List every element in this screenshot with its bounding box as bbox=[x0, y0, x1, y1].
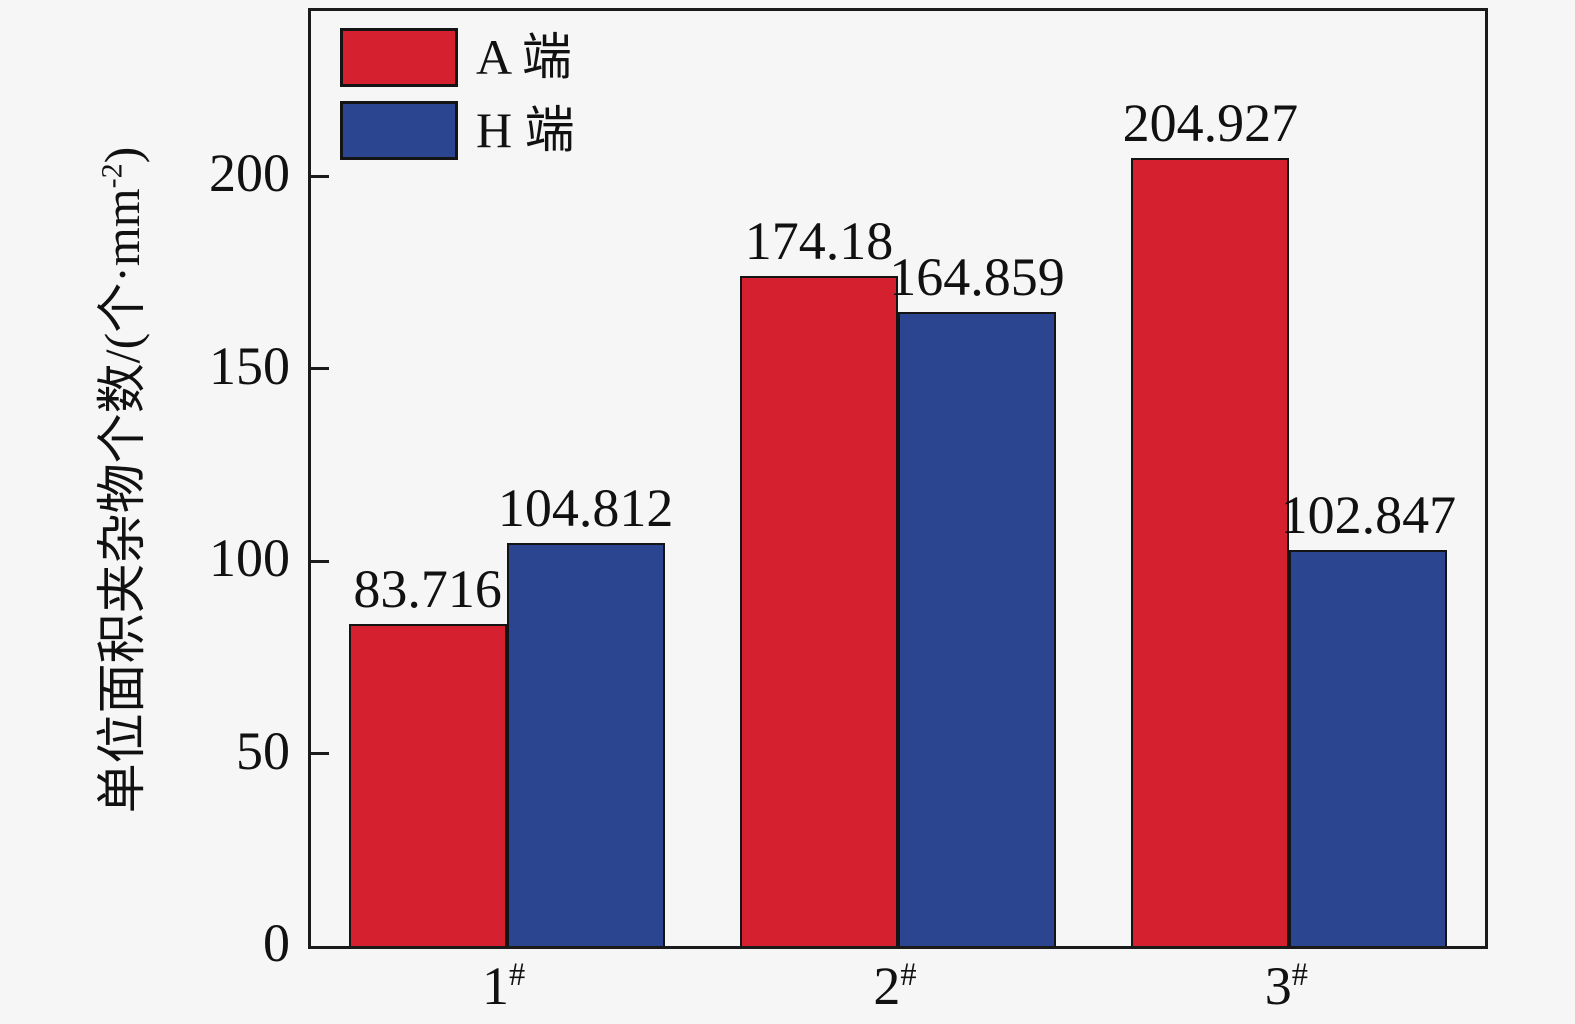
x-tick-label: 1# bbox=[482, 959, 525, 1013]
x-tick-label-base: 2 bbox=[873, 956, 901, 1016]
bar-value-label: 102.847 bbox=[1280, 485, 1457, 546]
x-tick-label-superscript: # bbox=[509, 957, 526, 993]
y-tick-mark bbox=[311, 367, 329, 371]
bar-A 端-2# bbox=[740, 275, 898, 946]
y-tick-mark bbox=[311, 559, 329, 563]
x-tick-label: 2# bbox=[873, 959, 916, 1013]
x-tick-label-base: 1 bbox=[482, 956, 510, 1016]
bar-value-label: 204.927 bbox=[1122, 92, 1299, 153]
legend-swatch-icon bbox=[340, 28, 458, 87]
bar-H 端-3# bbox=[1289, 550, 1448, 946]
x-tick-label-superscript: # bbox=[1291, 957, 1308, 993]
y-axis-label-main: 单位面积夹杂物个数/(个·mm bbox=[94, 188, 150, 814]
legend-swatch-icon bbox=[340, 101, 458, 160]
y-tick-mark bbox=[311, 752, 329, 756]
bar-value-label: 104.812 bbox=[497, 477, 674, 538]
bar-value-label: 174.18 bbox=[744, 210, 894, 271]
plot-area: 83.716 104.812 174.18 164.859 204.927 102.847… bbox=[308, 8, 1488, 949]
legend-label: A 端 bbox=[476, 28, 572, 85]
bar-H 端-2# bbox=[898, 311, 1056, 946]
bar-A 端-3# bbox=[1131, 157, 1290, 946]
legend-label: H 端 bbox=[476, 101, 575, 158]
y-axis-label: 单位面积夹杂物个数/(个·mm-2) bbox=[94, 147, 150, 814]
x-tick-label: 3# bbox=[1265, 959, 1308, 1013]
y-tick-label: 0 bbox=[263, 913, 290, 973]
x-tick-label-base: 3 bbox=[1264, 956, 1292, 1016]
y-tick-label: 100 bbox=[209, 528, 290, 589]
y-tick-label: 150 bbox=[209, 335, 290, 396]
bar-value-label: 164.859 bbox=[889, 246, 1065, 307]
bar-H 端-1# bbox=[506, 542, 665, 946]
bar-value-label: 83.716 bbox=[353, 558, 502, 619]
x-tick-label-superscript: # bbox=[900, 957, 917, 993]
y-tick-label: 50 bbox=[236, 720, 290, 781]
bar-A 端-1# bbox=[348, 623, 507, 946]
y-tick-label: 200 bbox=[209, 143, 290, 204]
y-tick-mark bbox=[311, 174, 329, 178]
